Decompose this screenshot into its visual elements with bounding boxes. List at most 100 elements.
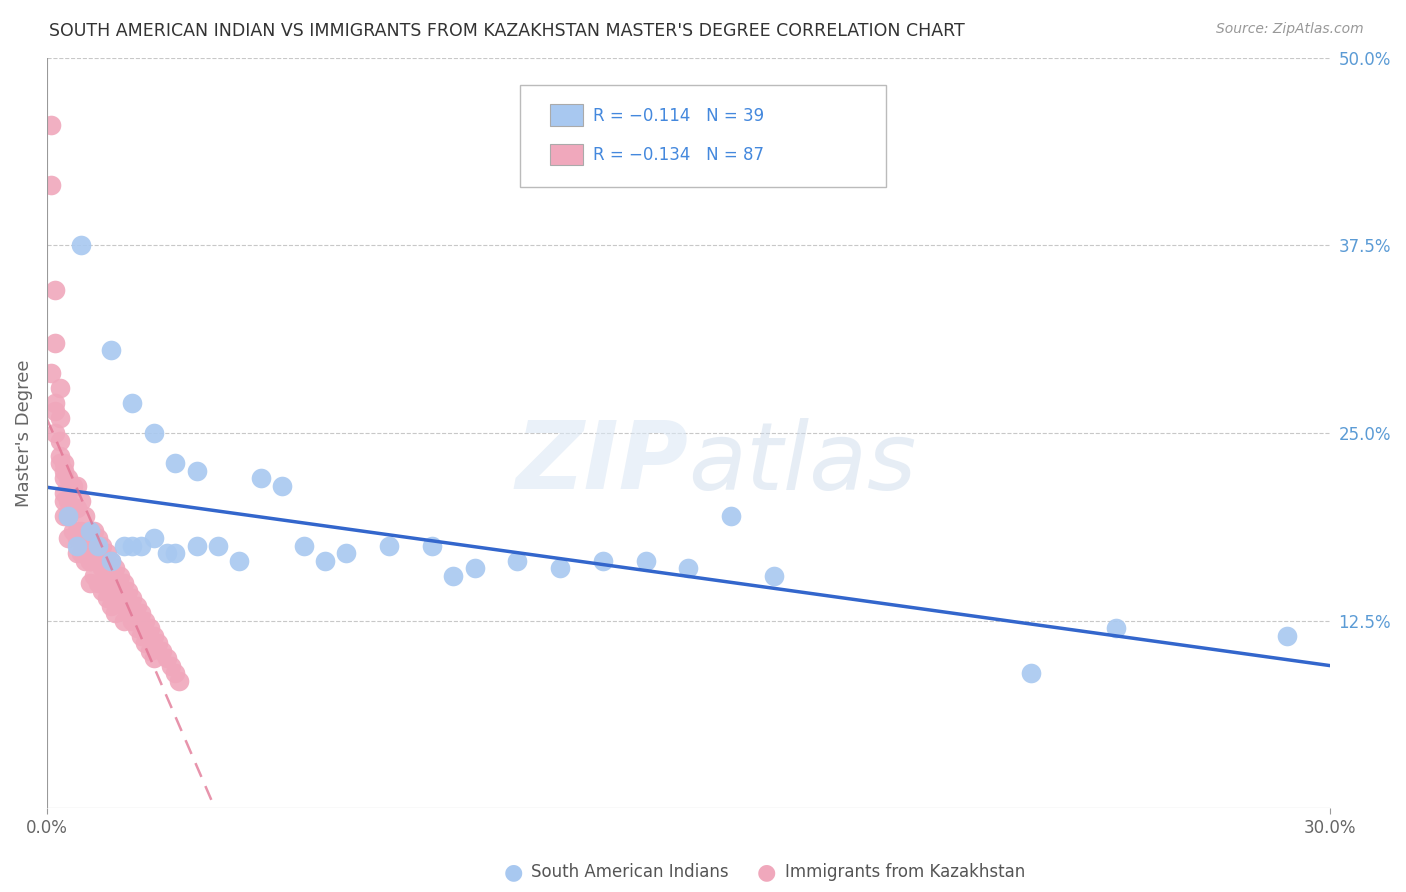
Point [108,591,131,606]
Point [48,381,70,395]
Text: ZIP: ZIP [516,417,689,509]
Point [420,539,443,553]
Point [249,471,271,485]
Point [39,118,62,132]
Point [48,434,70,448]
Point [48,411,70,425]
Point [592,554,614,568]
Text: SOUTH AMERICAN INDIAN VS IMMIGRANTS FROM KAZAKHSTAN MASTER'S DEGREE CORRELATION : SOUTH AMERICAN INDIAN VS IMMIGRANTS FROM… [49,22,965,40]
Point [58,493,80,508]
Point [165,546,187,560]
Point [79,576,101,591]
Point [125,599,148,613]
Point [142,629,165,643]
Point [506,554,529,568]
Point [39,366,62,380]
Point [138,621,160,635]
Point [87,539,110,553]
Point [53,471,76,485]
Point [112,576,135,591]
Point [678,561,700,575]
Point [66,501,89,516]
Point [53,486,76,500]
Point [79,524,101,538]
Text: Source: ZipAtlas.com: Source: ZipAtlas.com [1216,22,1364,37]
Point [79,554,101,568]
Point [271,478,294,492]
Y-axis label: Master's Degree: Master's Degree [15,359,32,507]
Point [186,539,208,553]
Point [75,554,97,568]
Point [292,539,315,553]
Point [75,531,97,545]
Point [142,425,165,440]
Point [44,403,66,417]
Point [66,524,89,538]
Point [104,606,127,620]
Point [44,335,66,350]
Point [96,591,118,606]
Point [134,614,156,628]
Point [207,539,229,553]
Point [96,546,118,560]
Point [83,524,105,538]
Point [66,546,89,560]
Point [156,651,179,665]
Point [39,178,62,193]
Point [441,568,464,582]
Point [129,629,152,643]
Point [134,636,156,650]
Text: Immigrants from Kazakhstan: Immigrants from Kazakhstan [785,863,1025,881]
Point [150,644,173,658]
Point [720,508,742,523]
Point [464,561,486,575]
Point [53,456,76,470]
Point [58,531,80,545]
Point [112,614,135,628]
Point [121,614,143,628]
Text: South American Indians: South American Indians [531,863,730,881]
Point [125,621,148,635]
Point [112,539,135,553]
Point [121,591,143,606]
Point [314,554,336,568]
Point [91,561,114,575]
Point [62,501,84,516]
Point [165,666,187,681]
Point [335,546,357,560]
Point [104,561,127,575]
Point [66,531,89,545]
Point [53,464,76,478]
Point [62,524,84,538]
Point [83,568,105,582]
Point [112,599,135,613]
Point [142,531,165,545]
Point [70,238,93,252]
Text: atlas: atlas [689,417,917,508]
Point [87,554,110,568]
Point [100,599,122,613]
Point [100,343,122,358]
Point [91,583,114,598]
Point [79,539,101,553]
Point [378,539,401,553]
Point [53,508,76,523]
Point [186,464,208,478]
Point [53,493,76,508]
Point [75,508,97,523]
Point [70,546,93,560]
Point [91,539,114,553]
Point [169,673,191,688]
Point [79,554,101,568]
Point [1019,666,1042,681]
Point [48,449,70,463]
Point [66,478,89,492]
Point [1105,621,1128,635]
Point [108,568,131,582]
Point [87,531,110,545]
Point [87,576,110,591]
Point [548,561,571,575]
Point [44,396,66,410]
Text: ●: ● [503,863,523,882]
Point [634,554,657,568]
